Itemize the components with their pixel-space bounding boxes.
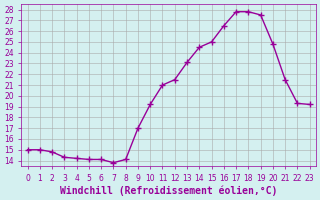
X-axis label: Windchill (Refroidissement éolien,°C): Windchill (Refroidissement éolien,°C) xyxy=(60,185,277,196)
